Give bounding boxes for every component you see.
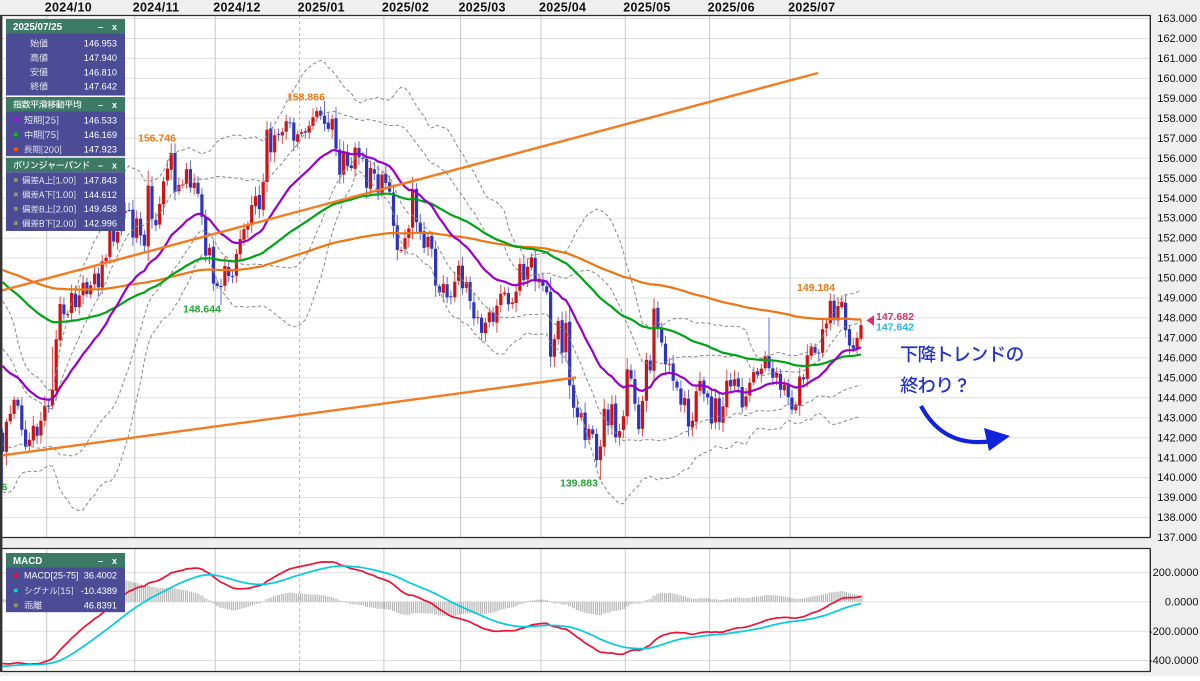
svg-text:149.000: 149.000 [1157, 293, 1197, 305]
svg-text:146.810: 146.810 [84, 67, 117, 77]
svg-text:2024/12: 2024/12 [213, 1, 260, 15]
svg-text:-400.0000: -400.0000 [1149, 655, 1199, 667]
svg-text:2024/11: 2024/11 [133, 1, 180, 15]
svg-text:158.000: 158.000 [1157, 113, 1197, 125]
svg-text:x: x [112, 100, 117, 110]
svg-text:x: x [112, 160, 117, 170]
svg-text:2025/07: 2025/07 [788, 1, 835, 15]
svg-text:153.000: 153.000 [1157, 213, 1197, 225]
svg-text:147.642: 147.642 [84, 82, 117, 92]
svg-text:150.000: 150.000 [1157, 273, 1197, 285]
svg-text:139.000: 139.000 [1157, 492, 1197, 504]
svg-text:–: – [98, 556, 103, 566]
svg-text:152.000: 152.000 [1157, 233, 1197, 245]
svg-text:140.000: 140.000 [1157, 472, 1197, 484]
svg-text:0.0000: 0.0000 [1165, 597, 1199, 609]
svg-text:36.4002: 36.4002 [84, 571, 117, 581]
svg-text:161.000: 161.000 [1157, 53, 1197, 65]
svg-text:2025/03: 2025/03 [459, 1, 506, 15]
svg-text:157.000: 157.000 [1157, 133, 1197, 145]
svg-text:MACD[25-75]: MACD[25-75] [24, 571, 79, 581]
svg-text:143.000: 143.000 [1157, 412, 1197, 424]
svg-text:156.000: 156.000 [1157, 153, 1197, 165]
svg-text:–: – [98, 22, 103, 32]
svg-text:155.000: 155.000 [1157, 173, 1197, 185]
svg-text:142.000: 142.000 [1157, 432, 1197, 444]
svg-text:159.000: 159.000 [1157, 93, 1197, 105]
svg-text:163.000: 163.000 [1157, 13, 1197, 25]
svg-text:200.0000: 200.0000 [1153, 567, 1199, 579]
svg-text:160.000: 160.000 [1157, 73, 1197, 85]
svg-text:146.000: 146.000 [1157, 353, 1197, 365]
svg-text:147.000: 147.000 [1157, 333, 1197, 345]
svg-text:148.644: 148.644 [183, 304, 221, 316]
svg-text:146.533: 146.533 [84, 115, 117, 125]
svg-text:146.169: 146.169 [84, 130, 117, 140]
svg-text:137.000: 137.000 [1157, 532, 1197, 544]
svg-text:162.000: 162.000 [1157, 33, 1197, 45]
svg-text:146.953: 146.953 [84, 39, 117, 49]
svg-text:147.682: 147.682 [876, 311, 914, 323]
svg-text:147.843: 147.843 [84, 175, 117, 185]
svg-text:149.184: 149.184 [797, 282, 835, 294]
svg-text:147.923: 147.923 [84, 145, 117, 155]
svg-text:158.866: 158.866 [287, 92, 325, 104]
svg-text:2025/07/25: 2025/07/25 [13, 22, 63, 33]
svg-text:142.996: 142.996 [84, 219, 117, 229]
svg-text:46.8391: 46.8391 [84, 601, 117, 611]
svg-text:2025/04: 2025/04 [539, 1, 586, 15]
svg-text:2024/10: 2024/10 [45, 1, 92, 15]
svg-text:154.000: 154.000 [1157, 193, 1197, 205]
svg-text:-10.4389: -10.4389 [81, 586, 117, 596]
svg-text:2025/05: 2025/05 [623, 1, 670, 15]
svg-text:156.746: 156.746 [138, 133, 176, 145]
svg-text:144.612: 144.612 [84, 190, 117, 200]
svg-text:138.000: 138.000 [1157, 512, 1197, 524]
svg-text:145.000: 145.000 [1157, 372, 1197, 384]
svg-text:139.883: 139.883 [560, 478, 598, 490]
svg-text:–: – [98, 160, 103, 170]
svg-text:147.940: 147.940 [84, 53, 117, 63]
svg-text:144.000: 144.000 [1157, 392, 1197, 404]
svg-text:151.000: 151.000 [1157, 253, 1197, 265]
svg-text:6: 6 [2, 482, 8, 494]
svg-text:2025/06: 2025/06 [708, 1, 755, 15]
svg-text:x: x [112, 22, 117, 32]
svg-text:2025/01: 2025/01 [298, 1, 345, 15]
svg-text:-200.0000: -200.0000 [1149, 626, 1199, 638]
svg-text:2025/02: 2025/02 [382, 1, 429, 15]
svg-text:x: x [112, 556, 117, 566]
svg-text:141.000: 141.000 [1157, 452, 1197, 464]
svg-text:147.642: 147.642 [876, 321, 914, 333]
svg-text:MACD: MACD [13, 556, 42, 567]
svg-text:–: – [98, 100, 103, 110]
svg-text:148.000: 148.000 [1157, 313, 1197, 325]
svg-text:149.458: 149.458 [84, 204, 117, 214]
